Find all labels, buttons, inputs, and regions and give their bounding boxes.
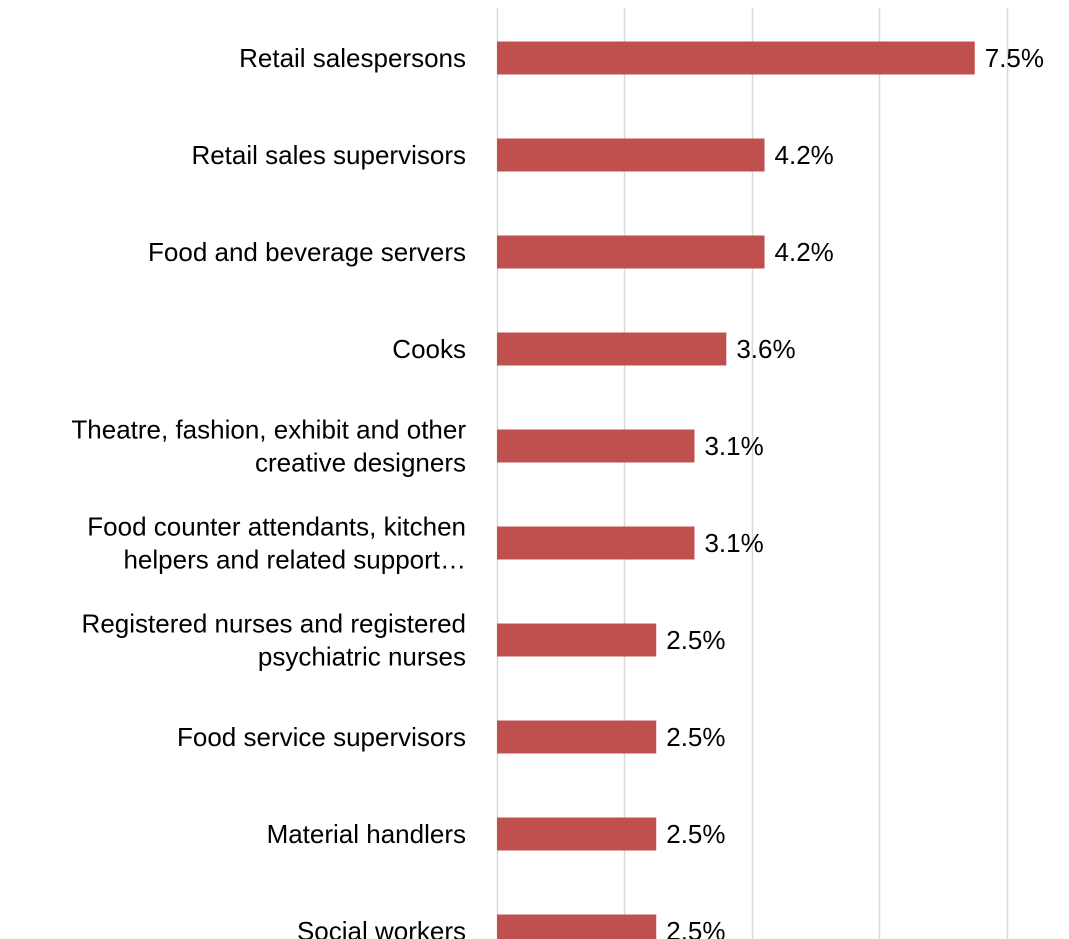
category-label-4-line-0: Theatre, fashion, exhibit and other bbox=[71, 415, 466, 445]
bar-2 bbox=[497, 235, 765, 269]
bar-0 bbox=[497, 41, 975, 75]
bar-3 bbox=[497, 332, 727, 366]
category-label-9-line-0: Social workers bbox=[297, 916, 466, 939]
value-label-6: 2.5% bbox=[666, 625, 725, 655]
category-label-8: Material handlers bbox=[267, 819, 466, 849]
category-label-3-line-0: Cooks bbox=[392, 334, 466, 364]
category-label-2: Food and beverage servers bbox=[148, 237, 466, 267]
category-label-8-line-0: Material handlers bbox=[267, 819, 466, 849]
bar-4 bbox=[497, 429, 695, 463]
value-label-7: 2.5% bbox=[666, 722, 725, 752]
category-label-7: Food service supervisors bbox=[177, 722, 466, 752]
bar-6 bbox=[497, 623, 657, 657]
category-label-9: Social workers bbox=[297, 916, 466, 939]
category-label-0: Retail salespersons bbox=[239, 43, 466, 73]
category-label-1-line-0: Retail sales supervisors bbox=[191, 140, 466, 170]
category-label-6-line-0: Registered nurses and registered bbox=[82, 609, 466, 639]
category-label-5-line-0: Food counter attendants, kitchen bbox=[87, 512, 466, 542]
category-label-6-line-1: psychiatric nurses bbox=[258, 642, 466, 672]
value-label-3: 3.6% bbox=[736, 334, 795, 364]
value-label-8: 2.5% bbox=[666, 819, 725, 849]
bar-8 bbox=[497, 817, 657, 851]
category-label-2-line-0: Food and beverage servers bbox=[148, 237, 466, 267]
category-label-7-line-0: Food service supervisors bbox=[177, 722, 466, 752]
bar-9 bbox=[497, 914, 657, 939]
value-label-4: 3.1% bbox=[704, 431, 763, 461]
category-label-5: Food counter attendants, kitchen helpers … bbox=[87, 512, 466, 575]
category-label-4: Theatre, fashion, exhibit and other creat… bbox=[71, 415, 466, 478]
value-label-5: 3.1% bbox=[704, 528, 763, 558]
category-label-4-line-1: creative designers bbox=[255, 448, 466, 478]
category-label-1: Retail sales supervisors bbox=[191, 140, 466, 170]
bars bbox=[497, 41, 975, 939]
value-label-0: 7.5% bbox=[985, 43, 1044, 73]
category-label-0-line-0: Retail salespersons bbox=[239, 43, 466, 73]
value-label-2: 4.2% bbox=[775, 237, 834, 267]
category-label-3: Cooks bbox=[392, 334, 466, 364]
bar-5 bbox=[497, 526, 695, 560]
category-labels: Retail salespersons Retail sales supervis… bbox=[71, 43, 466, 939]
bar-7 bbox=[497, 720, 657, 754]
category-label-6: Registered nurses and registered psychiat… bbox=[82, 609, 466, 672]
value-label-1: 4.2% bbox=[775, 140, 834, 170]
bar-1 bbox=[497, 138, 765, 172]
value-label-9: 2.5% bbox=[666, 916, 725, 939]
value-labels: 7.5% 4.2% 4.2% 3.6% 3.1% 3.1% 2.5% 2.5% 2.5% 2.5% bbox=[666, 43, 1044, 939]
category-label-5-line-1: helpers and related support… bbox=[123, 545, 466, 575]
